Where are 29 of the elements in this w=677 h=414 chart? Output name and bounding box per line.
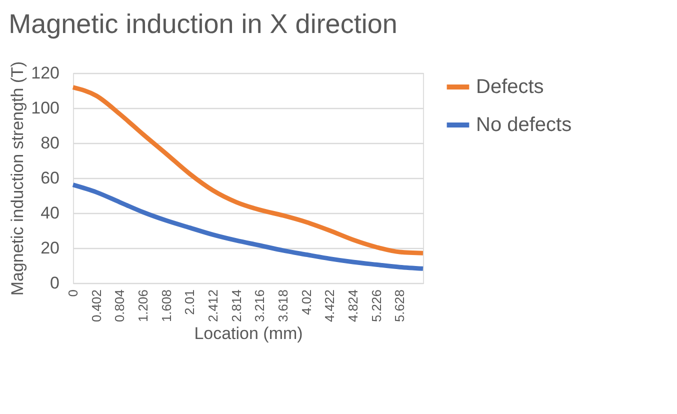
x-tick-label: 1.206 [136,290,150,322]
x-tick-label: 1.608 [158,290,174,322]
x-tick-label: 4.422 [322,290,338,322]
y-tick-label: 40 [40,204,60,222]
y-tick-label: 80 [40,134,60,152]
legend-label: Defects [476,76,544,98]
x-tick-label: 0 [66,290,80,297]
x-tick-label: 2.01 [182,290,198,315]
x-tick-label: 3.618 [276,290,290,322]
x-tick-label: 2.412 [206,290,220,322]
x-tick-label: 0.804 [112,290,128,322]
x-tick-label: 2.814 [228,290,244,322]
x-tick-label: 3.216 [252,290,268,322]
y-tick-label: 60 [40,168,60,188]
y-tick-label: 0 [50,274,60,292]
x-tick-label: 0.402 [88,290,104,322]
legend-label: No defects [476,114,572,136]
x-tick-label: 4.02 [298,290,314,315]
x-axis-title: Location (mm) [194,324,303,344]
x-tick-label: 4.824 [346,290,360,322]
y-tick-label: 100 [31,98,60,118]
y-axis-title: Magnetic induction strength (T) [8,61,28,296]
y-tick-label: 20 [40,238,60,258]
x-tick-label: 5.226 [368,290,384,322]
chart-title: Magnetic induction in X direction [8,8,398,39]
line-series [70,85,426,256]
x-tick-label: 5.628 [392,290,408,322]
line-series [70,182,426,271]
y-tick-label: 120 [31,64,60,82]
